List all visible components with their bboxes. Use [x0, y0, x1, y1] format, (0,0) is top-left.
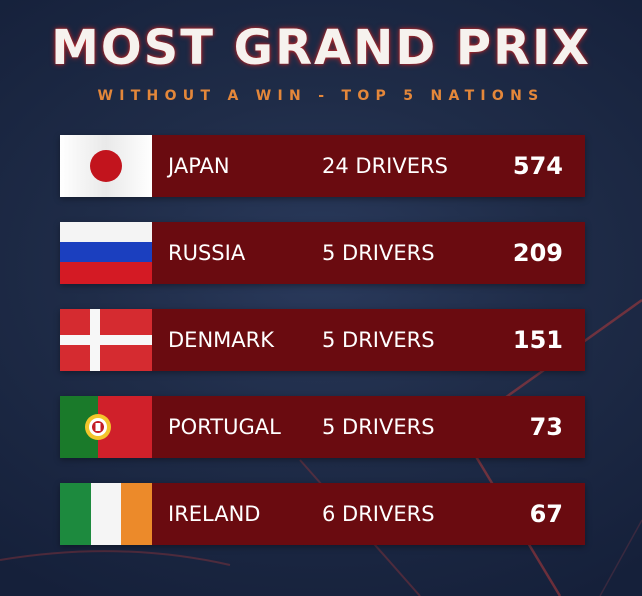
country-name: PORTUGAL — [168, 415, 281, 439]
grand-prix-count: 574 — [512, 152, 563, 180]
driver-count: 5 DRIVERS — [322, 241, 435, 265]
nation-row-portugal: PORTUGAL 5 DRIVERS 73 — [60, 396, 585, 458]
japan-flag-icon — [60, 135, 152, 197]
grand-prix-count: 73 — [529, 413, 563, 441]
russia-flag-icon — [60, 222, 152, 284]
grand-prix-count: 151 — [512, 326, 563, 354]
grand-prix-count: 67 — [529, 500, 563, 528]
denmark-flag-icon — [60, 309, 152, 371]
nation-row-ireland: IRELAND 6 DRIVERS 67 — [60, 483, 585, 545]
driver-count: 5 DRIVERS — [322, 328, 435, 352]
driver-count: 24 DRIVERS — [322, 154, 448, 178]
country-name: JAPAN — [168, 154, 230, 178]
nations-list: JAPAN 24 DRIVERS 574 RUSSIA 5 DRIVERS 20… — [60, 135, 585, 545]
country-name: DENMARK — [168, 328, 274, 352]
nation-row-russia: RUSSIA 5 DRIVERS 209 — [60, 222, 585, 284]
portugal-flag-icon — [60, 396, 152, 458]
country-name: RUSSIA — [168, 241, 246, 265]
page-title: MOST GRAND PRIX — [51, 20, 591, 76]
nation-row-denmark: DENMARK 5 DRIVERS 151 — [60, 309, 585, 371]
driver-count: 6 DRIVERS — [322, 502, 435, 526]
country-name: IRELAND — [168, 502, 261, 526]
page-subtitle: WITHOUT A WIN - TOP 5 NATIONS — [97, 88, 545, 104]
ireland-flag-icon — [60, 483, 152, 545]
nation-row-japan: JAPAN 24 DRIVERS 574 — [60, 135, 585, 197]
grand-prix-count: 209 — [512, 239, 563, 267]
driver-count: 5 DRIVERS — [322, 415, 435, 439]
